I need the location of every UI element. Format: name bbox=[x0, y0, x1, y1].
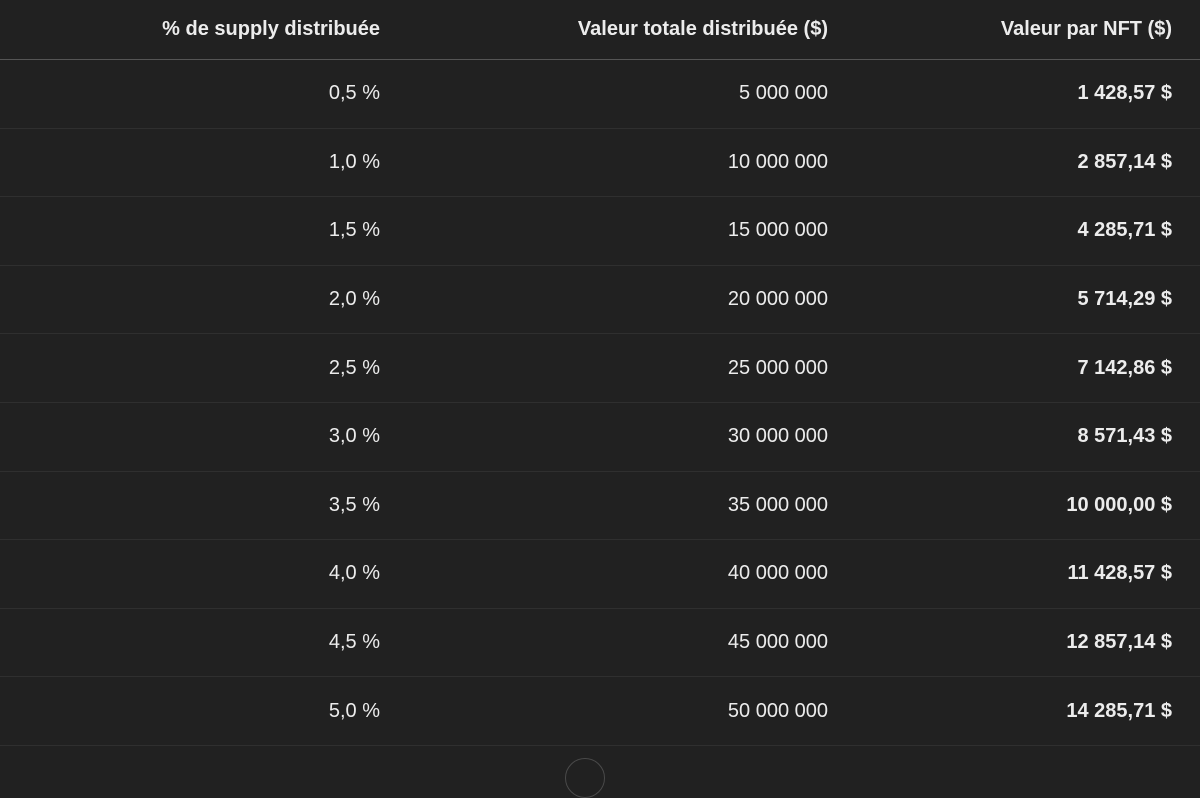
table-cell: 5,0 % bbox=[328, 699, 380, 722]
table-cell: 4,5 % bbox=[328, 631, 380, 654]
table-cell: 10 000 000 bbox=[727, 150, 828, 173]
table-cell: 20 000 000 bbox=[727, 288, 828, 311]
table-row: 3,0 % 30 000 000 8 571,43 $ bbox=[0, 403, 1200, 472]
table-cell: 4,0 % bbox=[328, 562, 380, 585]
table-cell: 7 142,86 $ bbox=[1077, 356, 1172, 379]
table-cell: 5 000 000 bbox=[739, 82, 828, 105]
table-cell: 40 000 000 bbox=[727, 562, 828, 585]
table-cell: 12 857,14 $ bbox=[1066, 631, 1172, 654]
table-cell: 1,0 % bbox=[328, 150, 380, 173]
table-cell: 30 000 000 bbox=[727, 425, 828, 448]
table-cell: 2 857,14 $ bbox=[1077, 150, 1172, 173]
column-header: % de supply distribuée bbox=[162, 18, 380, 40]
table-cell: 3,0 % bbox=[328, 425, 380, 448]
table-cell: 14 285,71 $ bbox=[1066, 699, 1172, 722]
table-cell: 0,5 % bbox=[328, 82, 380, 105]
table-row: 2,0 % 20 000 000 5 714,29 $ bbox=[0, 266, 1200, 335]
table-cell: 2,0 % bbox=[328, 288, 380, 311]
table-row: 4,0 % 40 000 000 11 428,57 $ bbox=[0, 540, 1200, 609]
table-row: 1,0 % 10 000 000 2 857,14 $ bbox=[0, 129, 1200, 198]
table: % de supply distribuée Valeur totale dist… bbox=[0, 0, 1200, 746]
table-cell: 1 428,57 $ bbox=[1077, 82, 1172, 105]
table-cell: 50 000 000 bbox=[727, 699, 828, 722]
table-cell: 1,5 % bbox=[328, 219, 380, 242]
table-cell: 45 000 000 bbox=[727, 631, 828, 654]
scroll-button[interactable] bbox=[565, 758, 605, 798]
table-cell: 35 000 000 bbox=[727, 493, 828, 516]
table-cell: 15 000 000 bbox=[727, 219, 828, 242]
table-cell: 10 000,00 $ bbox=[1066, 493, 1172, 516]
table-cell: 11 428,57 $ bbox=[1067, 562, 1172, 585]
table-row: 4,5 % 45 000 000 12 857,14 $ bbox=[0, 609, 1200, 678]
table-row: 3,5 % 35 000 000 10 000,00 $ bbox=[0, 472, 1200, 541]
table-cell: 8 571,43 $ bbox=[1077, 425, 1172, 448]
table-row: 0,5 % 5 000 000 1 428,57 $ bbox=[0, 60, 1200, 129]
table-cell: 3,5 % bbox=[328, 493, 380, 516]
table-cell: 25 000 000 bbox=[727, 356, 828, 379]
table-cell: 4 285,71 $ bbox=[1077, 219, 1172, 242]
header-row: % de supply distribuée Valeur totale dist… bbox=[0, 0, 1200, 60]
column-header: Valeur par NFT ($) bbox=[1000, 18, 1172, 40]
column-header: Valeur totale distribuée ($) bbox=[577, 18, 828, 40]
table-cell: 2,5 % bbox=[328, 356, 380, 379]
table-row: 5,0 % 50 000 000 14 285,71 $ bbox=[0, 677, 1200, 746]
table-row: 1,5 % 15 000 000 4 285,71 $ bbox=[0, 197, 1200, 266]
table-row: 2,5 % 25 000 000 7 142,86 $ bbox=[0, 334, 1200, 403]
table-cell: 5 714,29 $ bbox=[1077, 288, 1172, 311]
